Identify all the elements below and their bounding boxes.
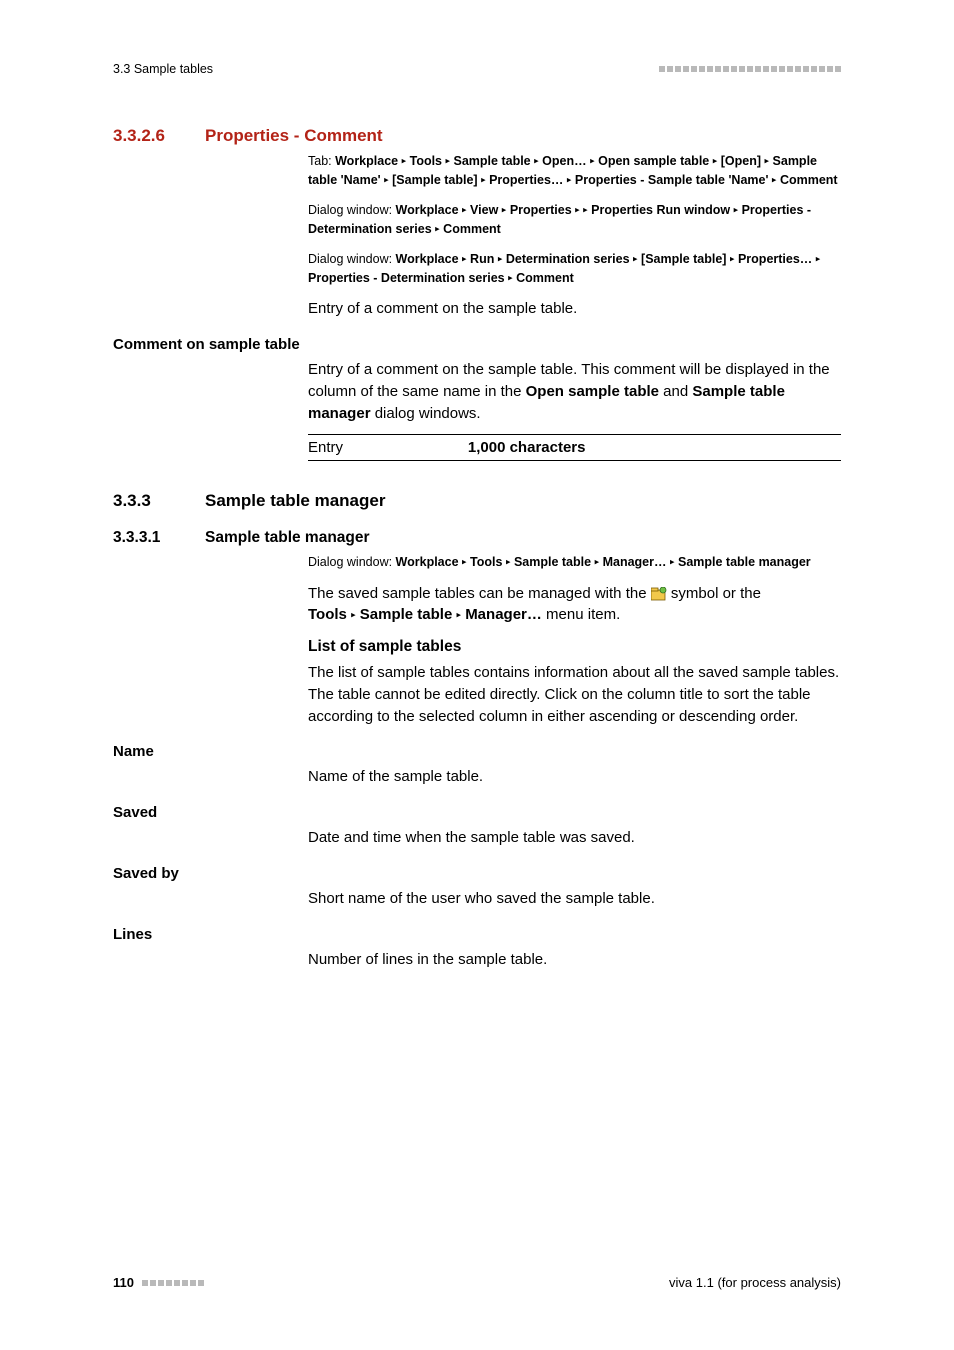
header-section-label: 3.3 Sample tables — [113, 62, 213, 76]
footer-decoration — [142, 1280, 204, 1286]
field-comment-heading: Comment on sample table — [113, 336, 841, 353]
page-header: 3.3 Sample tables — [113, 62, 841, 76]
tab-path: Tab: Workplace ▸ Tools ▸ Sample table ▸ … — [308, 152, 841, 191]
section-number: 3.3.2.6 — [113, 126, 205, 146]
field-description: Short name of the user who saved the sam… — [308, 888, 841, 910]
section-333-heading: 3.3.3 Sample table manager — [113, 491, 841, 511]
section-number: 3.3.3.1 — [113, 529, 205, 547]
field-description: Number of lines in the sample table. — [308, 949, 841, 971]
dialog-path-2: Dialog window: Workplace ▸ Run ▸ Determi… — [308, 250, 841, 289]
section-intro: Entry of a comment on the sample table. — [308, 298, 841, 320]
entry-label-cell: Entry — [308, 435, 468, 461]
footer-product-label: viva 1.1 (for process analysis) — [669, 1275, 841, 1290]
table-row: Entry 1,000 characters — [308, 435, 841, 461]
entry-value-cell: 1,000 characters — [468, 435, 841, 461]
section-title: Properties - Comment — [205, 126, 383, 146]
field-description: Date and time when the sample table was … — [308, 827, 841, 849]
section-title: Sample table manager — [205, 529, 370, 547]
section-3331-heading: 3.3.3.1 Sample table manager — [113, 529, 841, 547]
section-title: Sample table manager — [205, 491, 385, 511]
section-number: 3.3.3 — [113, 491, 205, 511]
field-heading: Saved by — [113, 865, 841, 882]
list-heading: List of sample tables — [308, 638, 841, 656]
entry-table: Entry 1,000 characters — [308, 434, 841, 461]
dialog-path-3331: Dialog window: Workplace ▸ Tools ▸ Sampl… — [308, 553, 841, 572]
page-footer: 110 viva 1.1 (for process analysis) — [113, 1275, 841, 1290]
text-bold: Open sample table — [526, 383, 659, 400]
field-heading: Saved — [113, 804, 841, 821]
field-heading: Lines — [113, 926, 841, 943]
section-3326-heading: 3.3.2.6 Properties - Comment — [113, 126, 841, 146]
folder-icon — [651, 587, 667, 601]
field-comment-text: Entry of a comment on the sample table. … — [308, 359, 841, 424]
text-fragment: and — [659, 383, 692, 400]
list-description: The list of sample tables contains infor… — [308, 662, 841, 727]
field-description: Name of the sample table. — [308, 766, 841, 788]
text-fragment: dialog windows. — [371, 405, 481, 422]
para-managed-with: The saved sample tables can be managed w… — [308, 583, 841, 627]
page-number: 110 — [113, 1275, 134, 1290]
field-heading: Name — [113, 743, 841, 760]
dialog-path-1: Dialog window: Workplace ▸ View ▸ Proper… — [308, 201, 841, 240]
header-decoration — [659, 66, 841, 72]
